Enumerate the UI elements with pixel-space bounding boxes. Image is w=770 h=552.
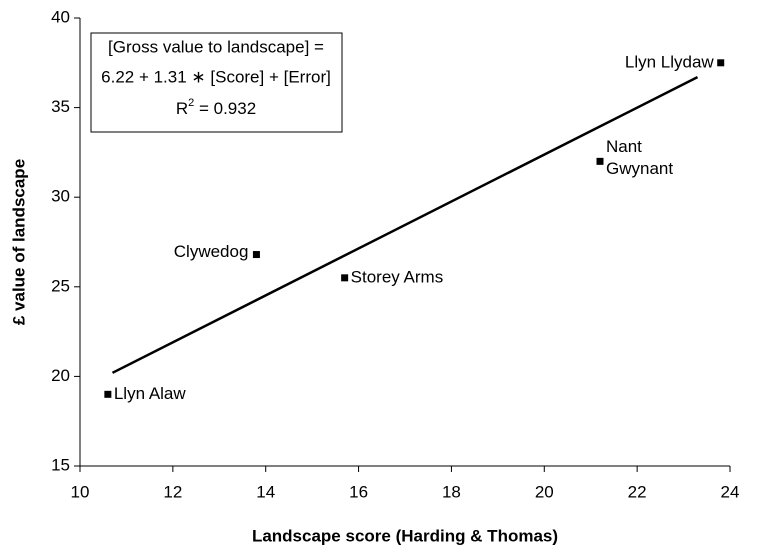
point [252, 251, 260, 259]
x-tick-label: 18 [442, 482, 461, 501]
x-tick-label: 10 [71, 482, 90, 501]
r2-sup: 2 [188, 97, 194, 109]
x-tick-label: 12 [163, 482, 182, 501]
x-tick-label: 20 [535, 482, 554, 501]
point [341, 274, 349, 282]
point [596, 157, 604, 165]
annotation-line: 6.22 + 1.31 ∗ [Score] + [Error] [101, 67, 331, 86]
x-tick-label: 16 [349, 482, 368, 501]
annotation-line: [Gross value to landscape] = [108, 37, 324, 56]
point-label: Llyn Llydaw [625, 52, 715, 71]
point-label: Gwynant [606, 159, 673, 178]
r2-rest: = 0.932 [194, 99, 256, 118]
point [104, 390, 112, 398]
x-axis-title: Landscape score (Harding & Thomas) [252, 526, 558, 545]
x-tick-label: 22 [628, 482, 647, 501]
x-tick-label: 24 [721, 482, 740, 501]
r2-base: R [176, 99, 188, 118]
y-tick-label: 30 [51, 187, 70, 206]
point [717, 59, 725, 67]
annotation-r2: R2 = 0.932 [176, 97, 256, 119]
y-tick-label: 15 [51, 455, 70, 474]
trendline [111, 76, 699, 374]
x-tick-label: 14 [256, 482, 275, 501]
point-label: Storey Arms [351, 267, 444, 286]
annotation-box [90, 32, 343, 133]
point-label: Nant [606, 137, 642, 156]
point-label: Llyn Alaw [114, 384, 187, 403]
y-tick-label: 40 [51, 7, 70, 26]
y-tick-label: 35 [51, 97, 70, 116]
y-axis-title: £ value of landscape [9, 159, 28, 325]
y-tick-label: 20 [51, 366, 70, 385]
y-tick-label: 25 [51, 276, 70, 295]
point-label: Clywedog [174, 242, 249, 261]
